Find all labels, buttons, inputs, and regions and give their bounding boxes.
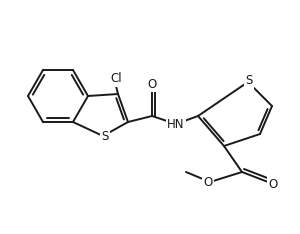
Text: S: S xyxy=(101,131,109,143)
Text: O: O xyxy=(203,176,213,189)
Text: Cl: Cl xyxy=(110,73,122,85)
Text: O: O xyxy=(147,77,157,91)
Text: HN: HN xyxy=(167,117,185,131)
Text: S: S xyxy=(245,74,253,88)
Text: O: O xyxy=(268,178,278,190)
